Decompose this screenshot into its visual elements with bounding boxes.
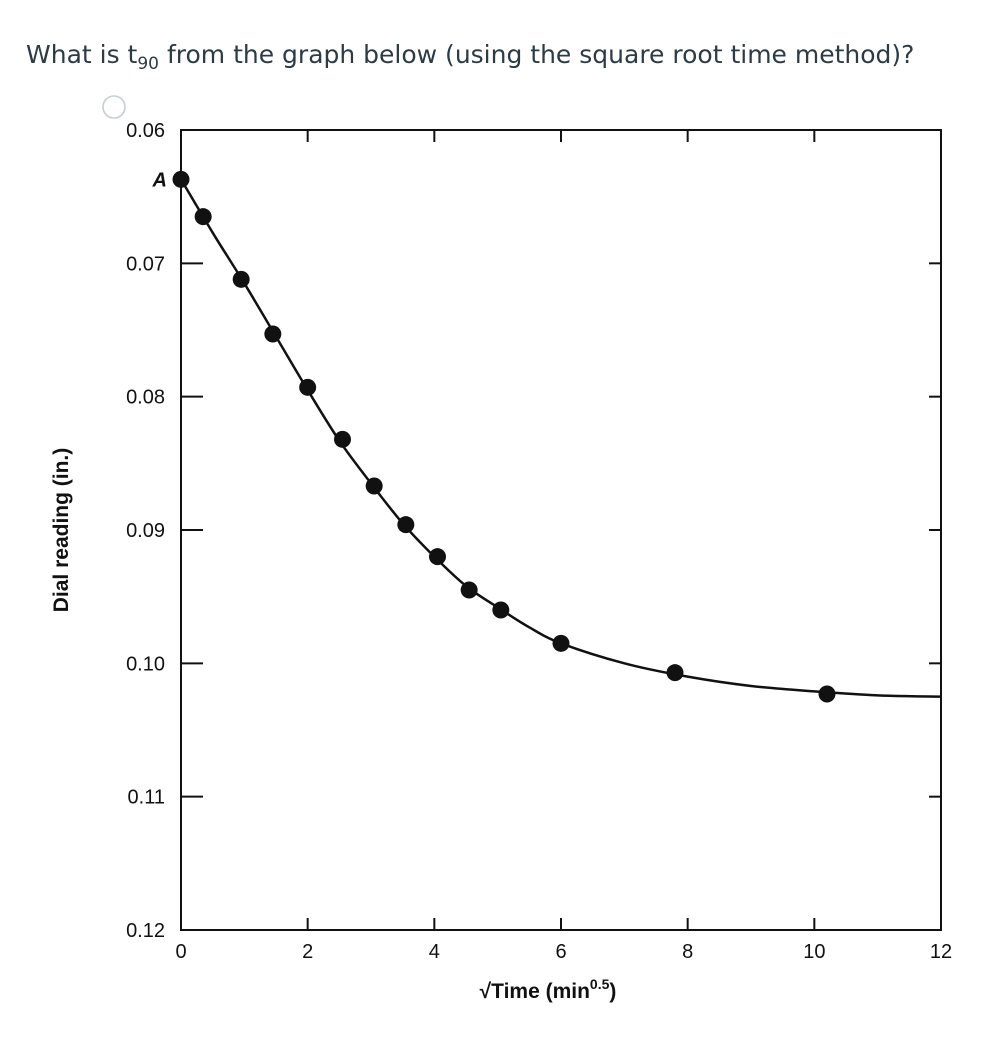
x-axis-label-main: √Time (min <box>480 980 590 1003</box>
data-points <box>172 170 836 703</box>
data-point <box>264 325 282 343</box>
data-point <box>194 208 212 226</box>
question-subscript: 90 <box>137 54 159 74</box>
y-axis-ticks: 0.06 0.07 0.08 0.09 0.10 0.11 0.12 <box>126 120 941 942</box>
data-point <box>365 477 383 495</box>
data-point <box>397 516 415 534</box>
x-tick-label: 10 <box>803 941 825 963</box>
plot-frame <box>180 129 942 931</box>
data-point <box>429 548 446 566</box>
data-point <box>666 664 684 682</box>
answer-radio-button[interactable] <box>101 94 127 120</box>
y-tick-label: 0.10 <box>126 653 165 675</box>
data-point <box>172 170 190 188</box>
data-point <box>334 430 351 448</box>
y-tick-label: 0.11 <box>128 787 165 809</box>
y-tick-label: 0.07 <box>126 253 165 275</box>
x-axis-label-suffix: ) <box>609 980 616 1003</box>
x-tick-label: 6 <box>555 941 566 963</box>
data-point <box>818 685 836 703</box>
y-tick-label: 0.09 <box>126 520 165 542</box>
y-tick-label: 0.08 <box>126 387 165 409</box>
y-axis-label: Dial reading (in.) <box>50 448 73 613</box>
x-axis-label: √Time (min0.5) <box>480 976 617 1003</box>
data-point <box>460 581 478 599</box>
point-a-label: A <box>152 169 167 191</box>
data-point <box>299 378 317 396</box>
data-point <box>232 270 250 288</box>
x-tick-label: 0 <box>175 941 186 963</box>
question-text-start: What is t <box>26 40 138 69</box>
question-text-end: from the graph below (using the square r… <box>159 40 915 69</box>
x-tick-label: 8 <box>682 941 693 963</box>
x-axis-label-superscript: 0.5 <box>590 976 610 992</box>
y-tick-label: 0.12 <box>126 920 165 942</box>
question-text: What is t90 from the graph below (using … <box>26 40 915 74</box>
consolidation-curve <box>179 178 942 698</box>
x-tick-label: 2 <box>302 941 313 963</box>
x-tick-label: 12 <box>930 941 952 963</box>
x-axis-ticks: 0 2 4 6 8 10 12 <box>175 130 952 963</box>
x-tick-label: 4 <box>429 941 440 963</box>
data-point <box>492 601 510 619</box>
data-point <box>552 634 570 652</box>
y-tick-label: 0.06 <box>126 120 165 142</box>
